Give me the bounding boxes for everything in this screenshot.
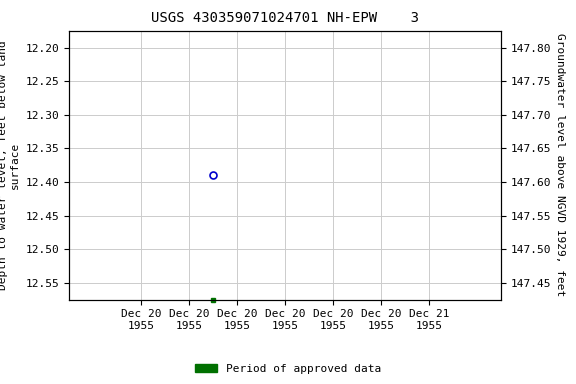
Title: USGS 430359071024701 NH-EPW    3: USGS 430359071024701 NH-EPW 3 [151,12,419,25]
Y-axis label: Groundwater level above NGVD 1929, feet: Groundwater level above NGVD 1929, feet [555,33,565,297]
Y-axis label: Depth to water level, feet below land
surface: Depth to water level, feet below land su… [0,40,20,290]
Legend: Period of approved data: Period of approved data [191,359,385,379]
